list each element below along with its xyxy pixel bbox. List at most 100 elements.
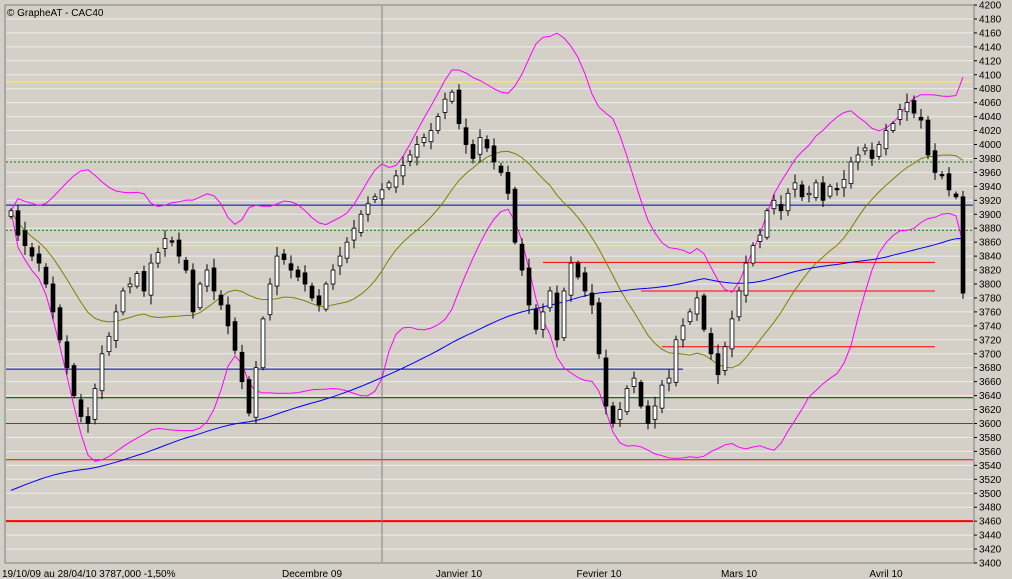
y-tick-label: 3980 <box>979 154 1002 165</box>
candle-body <box>855 154 861 163</box>
candle-body <box>659 384 665 409</box>
candle-body <box>365 203 371 215</box>
y-tick-label: 3780 <box>979 293 1002 304</box>
candle-body <box>757 234 763 242</box>
candle-body <box>428 130 434 143</box>
candle-body <box>386 182 392 189</box>
moving-average-20 <box>10 150 964 369</box>
candle-body <box>876 144 882 157</box>
candle-body <box>127 283 133 288</box>
candle-body <box>113 311 119 341</box>
y-tick-label: 3400 <box>979 559 1002 570</box>
candle-body <box>890 123 896 131</box>
candle-body <box>295 269 301 278</box>
candle-body <box>330 269 336 285</box>
candle-body <box>414 144 420 158</box>
y-tick-label: 3440 <box>979 531 1002 542</box>
y-tick-label: 3520 <box>979 475 1002 486</box>
candle-body <box>568 262 574 296</box>
candle-body <box>834 188 840 191</box>
candle-body <box>645 405 651 424</box>
candle-body <box>85 416 91 424</box>
candle-body <box>582 272 588 292</box>
candle-body <box>43 266 49 285</box>
candle-body <box>596 302 602 355</box>
candle-body <box>722 346 728 371</box>
candle-body <box>540 311 546 330</box>
candle-body <box>883 130 889 150</box>
y-tick-label: 4040 <box>979 112 1002 123</box>
candle-body <box>652 405 658 420</box>
y-tick-label: 4000 <box>979 140 1002 151</box>
y-tick-label: 3680 <box>979 363 1002 374</box>
candle-body <box>78 399 84 417</box>
y-tick-label: 4200 <box>979 1 1002 12</box>
y-tick-label: 3640 <box>979 391 1002 402</box>
candle-body <box>183 259 189 271</box>
candle-body <box>624 388 630 413</box>
candle-body <box>589 292 595 306</box>
candle-body <box>953 193 959 198</box>
y-tick-label: 3480 <box>979 503 1002 514</box>
candle-body <box>911 100 917 114</box>
candle-body <box>456 89 462 124</box>
y-tick-label: 3960 <box>979 168 1002 179</box>
candle-body <box>862 147 868 152</box>
candle-body <box>477 137 483 155</box>
candle-body <box>575 262 581 278</box>
y-axis: 3400 3420 3440 3460 3480 3500 3520 3540 3560 3580… <box>974 1 1002 570</box>
chart-footer: 19/10/09 au 28/04/10 3787,000 -1,50% <box>2 569 176 579</box>
candle-body <box>211 267 217 292</box>
candle-body <box>281 253 287 260</box>
candle-body <box>204 269 210 287</box>
y-tick-label: 3760 <box>979 307 1002 318</box>
y-tick-label: 3660 <box>979 377 1002 388</box>
candle-body <box>190 269 196 313</box>
x-axis: Decembre 09 Janvier 10 Fevrier 10 Mars 10 Av… <box>282 569 903 579</box>
x-tick-label: Decembre 09 <box>282 569 342 579</box>
y-tick-label: 4180 <box>979 14 1002 25</box>
y-tick-label: 3840 <box>979 252 1002 263</box>
candle-body <box>421 137 427 143</box>
candle-body <box>351 227 357 241</box>
candle-body <box>267 283 273 316</box>
candle-body <box>148 262 154 296</box>
candle-body <box>197 283 203 309</box>
y-tick-label: 3860 <box>979 238 1002 249</box>
candle-body <box>561 290 567 339</box>
y-tick-label: 3460 <box>979 517 1002 528</box>
candle-body <box>505 171 511 194</box>
y-tick-label: 3420 <box>979 545 1002 556</box>
candle-body <box>64 341 70 369</box>
chart-title: © GrapheAT - CAC40 <box>7 8 104 19</box>
candle-body <box>904 102 910 113</box>
y-tick-label: 3620 <box>979 405 1002 416</box>
candle-body <box>841 178 847 189</box>
candle-body <box>239 351 245 383</box>
candle-body <box>407 154 413 162</box>
candle-body <box>638 381 644 407</box>
y-tick-label: 3820 <box>979 266 1002 277</box>
candle-body <box>36 253 42 264</box>
candle-body <box>729 318 735 350</box>
candle-body <box>15 210 21 236</box>
candle-body <box>792 182 798 190</box>
candle-body <box>764 210 770 238</box>
candle-body <box>337 255 343 267</box>
candle-body <box>120 290 126 313</box>
candle-body <box>442 98 448 113</box>
bollinger-upper <box>10 32 964 293</box>
candle-body <box>617 409 623 420</box>
candle-body <box>141 271 147 292</box>
candle-body <box>743 262 749 296</box>
candle-body <box>288 263 294 271</box>
bollinger-lower <box>10 208 964 462</box>
candle-body <box>393 175 399 188</box>
candle-body <box>897 109 903 120</box>
y-tick-label: 3560 <box>979 447 1002 458</box>
candle-body <box>694 297 700 315</box>
candle-body <box>316 295 322 306</box>
candle-body <box>449 91 455 102</box>
candle-body <box>29 247 35 257</box>
